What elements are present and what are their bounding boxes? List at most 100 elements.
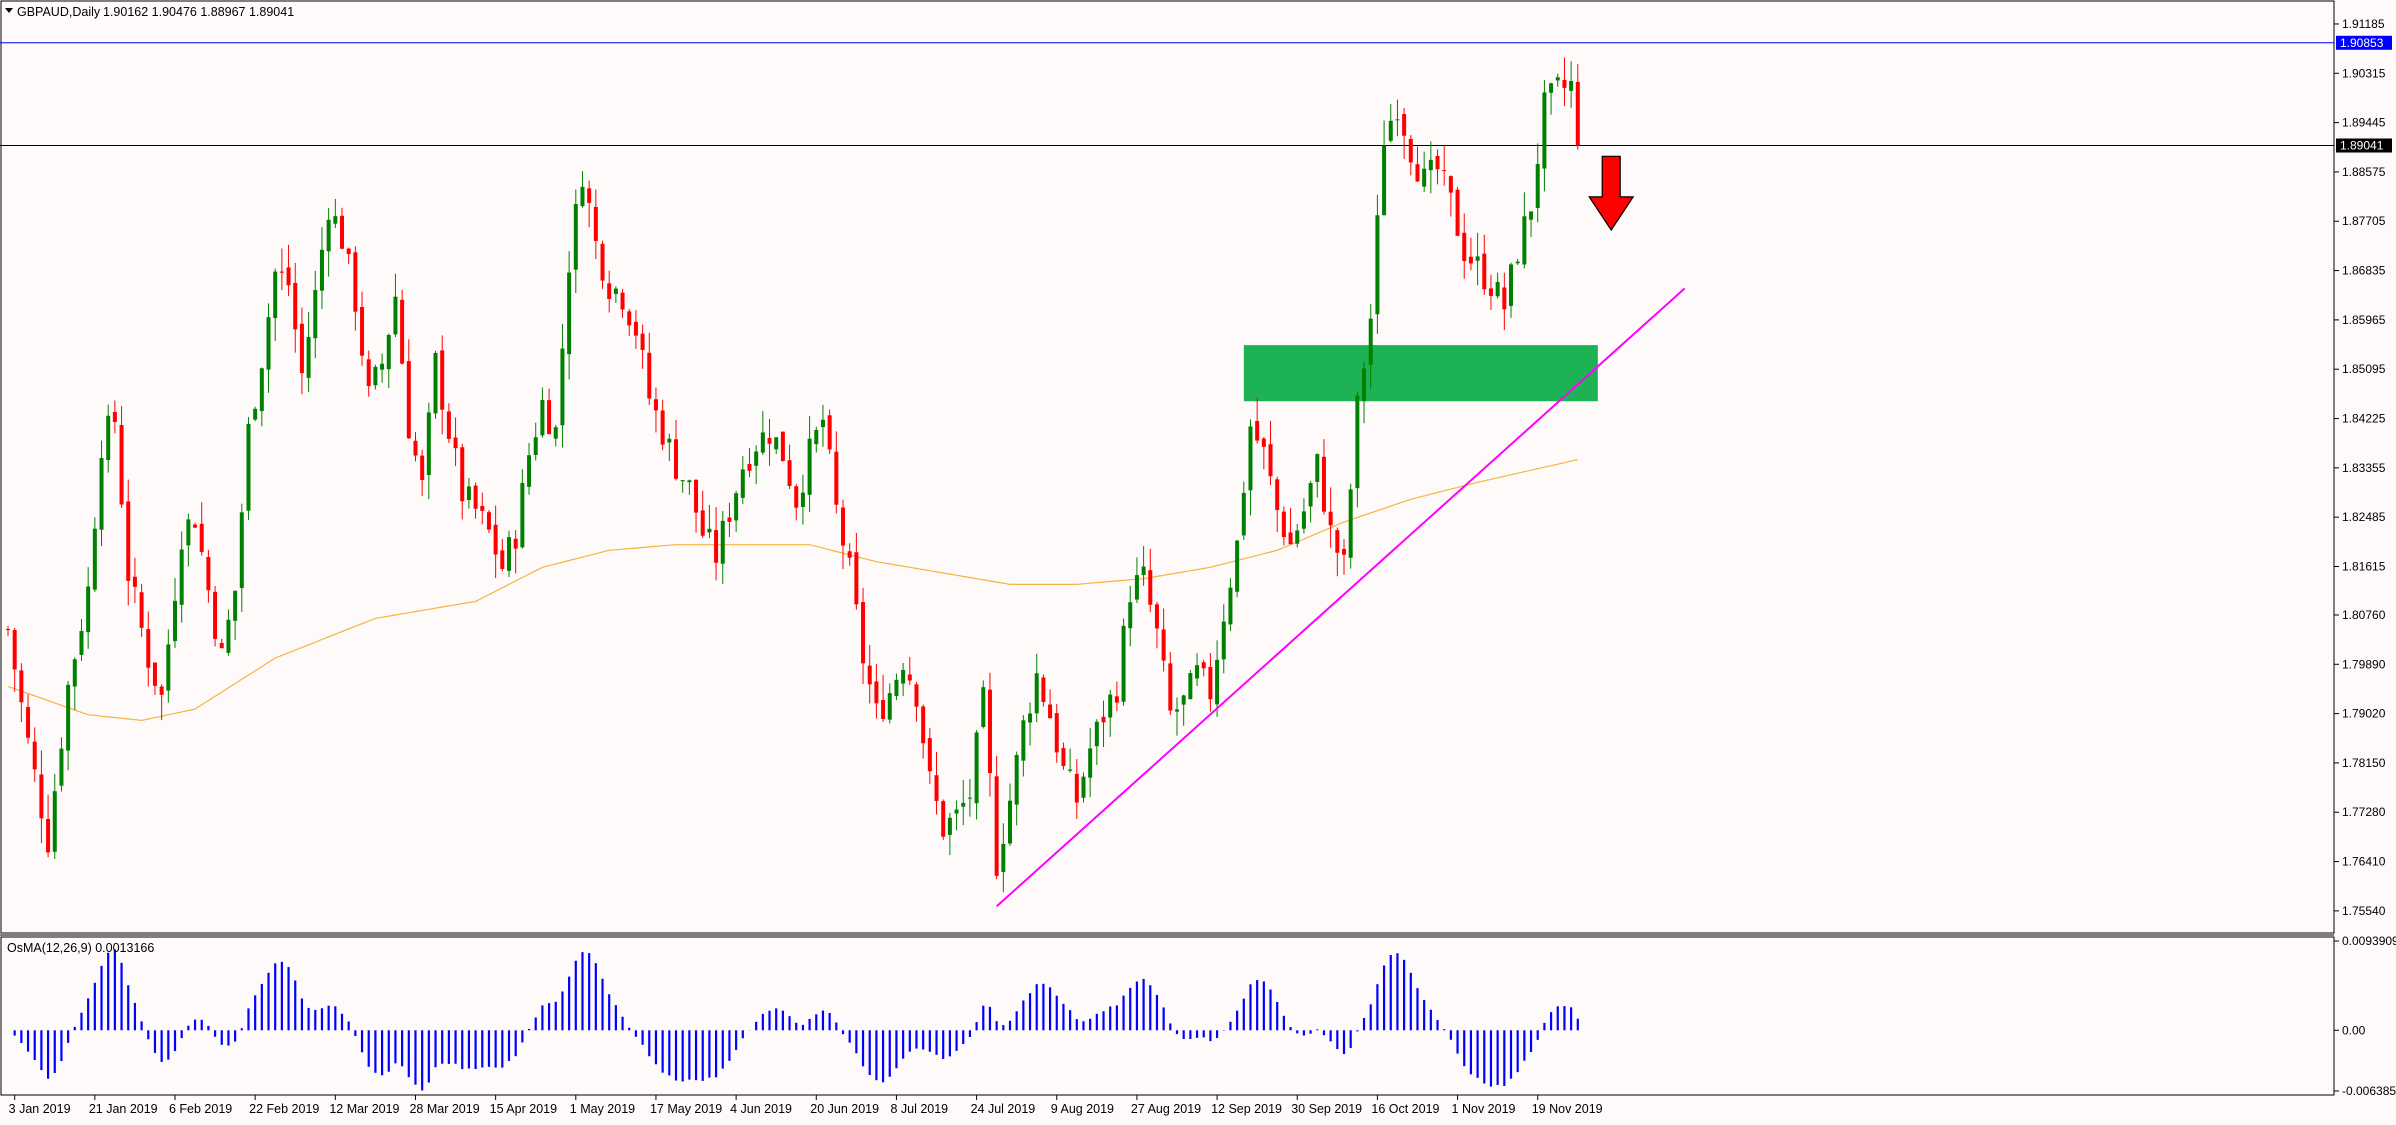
time-tick-label: 30 Sep 2019 [1291, 1102, 1362, 1116]
candle [79, 619, 84, 661]
candle [400, 289, 405, 365]
candle [52, 774, 57, 859]
price-axis[interactable]: 1.91185 1.90315 1.89445 1.88575 1.87705 1.868… [2334, 17, 2392, 918]
time-tick-label: 19 Nov 2019 [1532, 1102, 1603, 1116]
candle [440, 335, 445, 435]
candle [1295, 524, 1300, 548]
candle [1301, 498, 1306, 534]
current-price-tag-box [2336, 138, 2392, 153]
candle [1121, 618, 1126, 706]
collapse-triangle-icon[interactable] [5, 8, 13, 13]
candle [186, 513, 191, 567]
indicator-plot-area[interactable] [0, 936, 2335, 1096]
candle [19, 663, 24, 723]
candle [306, 312, 311, 393]
price-tick-label: 1.80760 [2342, 608, 2386, 622]
candle [12, 627, 17, 692]
candle [473, 482, 478, 519]
candle [947, 812, 952, 856]
candle [493, 505, 498, 579]
candle [1021, 715, 1026, 777]
candle [239, 503, 244, 612]
candle [1161, 608, 1166, 672]
candle [1114, 681, 1119, 712]
price-tick-label: 1.82485 [2342, 510, 2386, 524]
candle [1509, 262, 1513, 318]
candle [1248, 419, 1253, 516]
candle [714, 506, 719, 581]
candle [1034, 653, 1039, 723]
candle [841, 499, 845, 570]
candle [1488, 274, 1493, 310]
candle [179, 531, 184, 623]
time-axis[interactable]: 3 Jan 2019 21 Jan 2019 6 Feb 2019 22 Feb 20… [9, 1095, 1603, 1116]
time-tick-label: 16 Oct 2019 [1371, 1102, 1439, 1116]
candle [1074, 759, 1079, 819]
candle [1388, 104, 1393, 143]
osma-tick-label: 0.00 [2342, 1023, 2366, 1037]
price-tick-label: 1.87705 [2342, 214, 2386, 228]
candle [1362, 361, 1367, 424]
current-price-tag: 1.89041 [2340, 139, 2384, 153]
candle [219, 638, 224, 649]
candle [1208, 653, 1213, 712]
candle [1502, 272, 1507, 331]
candle [1281, 506, 1286, 546]
resistance-zone[interactable] [1243, 345, 1598, 402]
candle [1515, 258, 1520, 265]
moving-average-line [7, 459, 1578, 722]
candle [540, 387, 545, 438]
candle [1395, 99, 1400, 137]
candle [500, 539, 505, 572]
candle [420, 449, 425, 497]
candle [233, 590, 238, 641]
candle [1175, 697, 1179, 736]
candle [1288, 507, 1293, 545]
candle [1275, 476, 1280, 533]
candle [1382, 120, 1387, 216]
candle [173, 578, 177, 648]
candle [573, 189, 578, 293]
candle [1094, 719, 1099, 765]
arrow-layer [1588, 155, 1635, 232]
candle [413, 431, 418, 462]
time-tick-label: 4 Jun 2019 [730, 1102, 792, 1116]
ohlc-readout: 1.90162 1.90476 1.88967 1.89041 [103, 5, 294, 19]
price-tick-label: 1.85095 [2342, 362, 2386, 376]
candle [627, 308, 632, 336]
candle [987, 672, 992, 797]
sell-arrow-icon[interactable] [1588, 155, 1635, 232]
candle [1415, 146, 1420, 182]
candle [1328, 487, 1333, 548]
candle [26, 694, 31, 744]
trendline[interactable] [995, 287, 1686, 908]
candle [299, 307, 304, 395]
candle [1215, 640, 1220, 717]
candle [580, 171, 585, 208]
candle [727, 502, 732, 537]
candle [366, 350, 371, 397]
candle [319, 227, 324, 310]
time-tick-label: 15 Apr 2019 [490, 1102, 557, 1116]
candle [1475, 232, 1480, 286]
osma-axis[interactable]: 0.0093909 0.00 -0.006385 [2334, 934, 2396, 1098]
candle [867, 644, 872, 704]
candle [286, 244, 291, 296]
candle [1041, 674, 1046, 707]
candle [353, 246, 358, 331]
candle [480, 492, 485, 525]
candle [800, 474, 805, 525]
candle [1549, 82, 1554, 115]
candle [754, 445, 759, 485]
trendline-layer [995, 287, 1686, 908]
candle [914, 681, 919, 722]
candle [393, 273, 398, 338]
candle [927, 727, 932, 784]
main-plot-area[interactable] [0, 0, 2335, 934]
candle [794, 483, 799, 521]
candle [1134, 557, 1139, 603]
candle [259, 367, 264, 427]
candle [941, 799, 946, 840]
